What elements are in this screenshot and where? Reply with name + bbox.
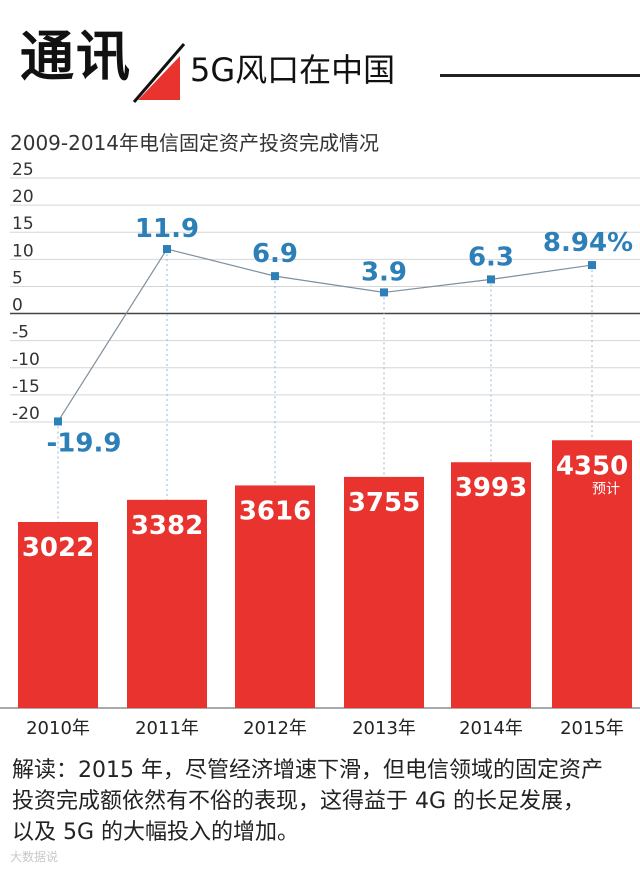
bar <box>344 476 424 708</box>
y-tick-label: 0 <box>12 296 23 316</box>
line-point <box>271 272 279 281</box>
chart-title: 2009-2014年电信固定资产投资完成情况 <box>10 131 380 155</box>
bar <box>235 485 315 708</box>
bar-layer <box>18 440 632 708</box>
point-value-label: 6.9 <box>252 239 298 269</box>
x-tick-label: 2010年 <box>26 718 90 739</box>
caption-line: 解读：2015 年，尽管经济增速下滑，但电信领域的固定资产 <box>12 758 603 783</box>
line-point <box>588 261 596 270</box>
point-value-label: 6.3 <box>468 242 514 272</box>
bar-value-label: 3755 <box>348 488 420 518</box>
slash-icon <box>132 43 186 103</box>
watermark: 大数据说 <box>10 850 59 864</box>
y-tick-label: -10 <box>12 350 40 370</box>
line-point <box>487 275 495 284</box>
bar <box>18 522 98 708</box>
point-value-label: -19.9 <box>47 428 122 458</box>
caption: 解读：2015 年，尽管经济增速下滑，但电信领域的固定资产 投资完成额依然有不俗… <box>12 755 632 848</box>
y-tick-label: 20 <box>12 187 34 207</box>
line-point <box>380 288 388 297</box>
header: 通讯 5G风口在中国 <box>0 0 640 118</box>
x-tick-label: 2013年 <box>352 718 416 739</box>
line-point <box>54 417 62 426</box>
header-title: 通讯 <box>20 25 132 88</box>
y-tick-label: 5 <box>12 268 23 288</box>
grid-layer: 25 20 15 10 5 0 -5 -10 -15 -20 <box>0 160 640 709</box>
bar <box>451 462 531 708</box>
bar <box>127 499 207 708</box>
header-divider <box>440 74 640 77</box>
combo-chart: 25 20 15 10 5 0 -5 -10 -15 -20 3022 2010年 3382 2011年… <box>0 160 640 739</box>
header-subtitle: 5G风口在中国 <box>190 51 396 89</box>
bar-value-label: 3993 <box>455 473 527 503</box>
caption-line: 以及 5G 的大幅投入的增加。 <box>12 820 300 845</box>
line-point <box>163 245 171 254</box>
x-tick-label: 2015年 <box>560 718 624 739</box>
bar-value-label: 3382 <box>131 511 203 541</box>
x-tick-label: 2011年 <box>135 718 199 739</box>
x-tick-label: 2014年 <box>459 718 523 739</box>
point-value-label: 11.9 <box>135 214 199 244</box>
x-tick-label: 2012年 <box>243 718 307 739</box>
y-tick-label: 25 <box>12 160 34 180</box>
bar-value-label: 3616 <box>239 496 311 526</box>
y-tick-label: 15 <box>12 214 34 234</box>
bar <box>552 440 632 708</box>
bar-note-label: 预计 <box>592 481 620 497</box>
y-tick-label: -15 <box>12 377 40 397</box>
label-layer: 3022 2010年 3382 2011年 3616 2012年 3755 2013年 3993… <box>22 214 633 739</box>
bar-value-label: 3022 <box>22 533 94 563</box>
bar-value-label: 4350 <box>556 451 628 481</box>
series-line <box>57 248 593 422</box>
point-value-label: 3.9 <box>361 257 407 287</box>
caption-line: 投资完成额依然有不俗的表现，这得益于 4G 的长足发展， <box>12 789 586 814</box>
line-layer <box>54 245 596 522</box>
point-value-label: 8.94% <box>543 228 633 258</box>
y-tick-label: -20 <box>12 404 40 424</box>
y-tick-label: -5 <box>12 323 29 343</box>
y-tick-label: 10 <box>12 241 34 261</box>
